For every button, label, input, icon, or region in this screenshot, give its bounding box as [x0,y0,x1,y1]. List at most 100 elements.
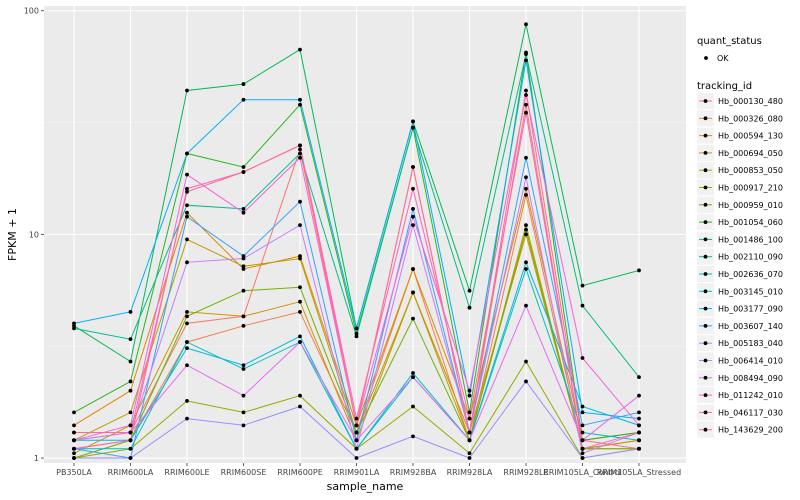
series-points [72,22,641,460]
legend-key-point [703,306,708,311]
data-point [128,410,133,415]
data-point [298,97,302,102]
legend-key-point [703,237,708,242]
data-point [185,416,189,421]
data-point [72,321,76,326]
data-point [580,430,585,435]
data-point [524,155,528,160]
data-point [467,388,472,393]
data-point [524,223,528,228]
data-point [298,334,302,339]
data-point [411,165,415,169]
legend-series-label: Hb_003177_090 [718,305,783,314]
legend-key-point [703,202,708,207]
data-point [580,446,585,451]
data-point [411,375,415,380]
data-point [128,446,133,451]
data-point [354,331,359,336]
data-point [354,416,359,421]
data-point [298,199,302,204]
data-point [298,299,302,304]
data-point [185,203,189,208]
legend-key-point [703,427,708,432]
legend-key-point [703,168,708,173]
legend-key-point [703,358,708,363]
legend-series-label: Hb_001486_100 [718,235,783,244]
data-point [411,206,415,211]
data-point [241,256,246,261]
data-point [524,102,528,107]
data-point [185,399,189,403]
data-point [241,267,246,271]
data-point [298,102,302,107]
data-point [580,410,585,415]
y-tick-label: 10 [29,230,39,239]
data-point [298,151,302,156]
data-point [467,456,472,460]
data-point [241,393,246,398]
data-point [241,206,246,211]
data-point [354,430,359,435]
legend-key-point [703,254,708,259]
data-point [128,430,133,435]
data-point [185,260,189,265]
data-point [637,438,641,443]
x-tick-label: RRIM600LE [164,468,209,477]
data-point [580,438,585,443]
data-point [524,227,528,232]
legend-key-point [703,99,708,103]
data-point [298,256,302,261]
legend-series-label: Hb_006414_010 [718,357,783,366]
data-point [298,147,302,152]
data-point [241,288,246,293]
data-point [580,456,585,460]
data-point [185,189,189,194]
data-point [637,375,641,380]
data-point [354,438,359,443]
data-point [467,451,472,456]
data-point [524,267,528,271]
data-point [354,456,359,460]
data-point [298,155,302,160]
legend-series-label: Hb_000917_210 [718,184,783,193]
data-point [411,119,415,124]
x-tick-label: RRIM105LA_Control [543,468,622,477]
legend-key-point [703,220,708,225]
data-point [354,423,359,428]
data-point [185,321,189,326]
legend-status-label: OK [717,54,729,63]
data-point [241,264,246,269]
x-tick-label: PB350LA [56,468,92,477]
data-point [467,430,472,435]
x-axis-ticks: PB350LA RRIM600LA RRIM600LE RRIM600SE RRIM60… [56,463,681,477]
data-point [524,175,528,180]
data-point [524,232,528,237]
legend-key-point [703,133,708,138]
y-tick-label: 100 [24,7,39,16]
data-point [524,379,528,384]
legend-series-label: Hb_000326_080 [718,114,783,123]
data-point [72,410,76,415]
data-point [411,267,415,271]
data-point [298,404,302,409]
data-point [411,125,415,130]
data-point [411,404,415,409]
data-point [467,438,472,443]
data-point [354,326,359,331]
gridlines [44,6,686,463]
data-point [298,310,302,314]
data-point [185,310,189,314]
data-point [241,210,246,215]
data-point [637,410,641,415]
data-point [128,337,133,342]
data-point [637,430,641,435]
data-point [411,316,415,321]
x-tick-label: RRIM600LA [108,468,154,477]
x-tick-label: RRIM928BA [390,468,437,477]
data-point [524,52,528,56]
legend-series-label: Hb_005183_040 [718,339,783,348]
data-point [185,151,189,156]
data-point [241,97,246,102]
data-point [185,314,189,319]
